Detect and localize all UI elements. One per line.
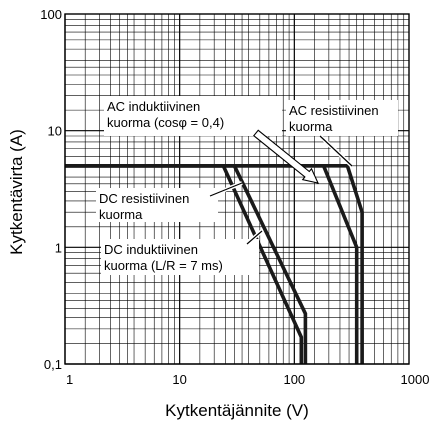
annotation-text: kuorma [99,207,143,222]
x-tick-label: 1000 [401,372,430,387]
annotation-leader [209,182,243,197]
annotation-text: DC resistiivinen [99,191,189,206]
plot-border [64,13,410,365]
series-line-4 [65,164,359,364]
y-tick-label: 10 [48,124,62,139]
x-tick-label: 1 [66,372,73,387]
annotation-leader [319,135,353,167]
x-tick-label: 10 [172,372,186,387]
annotation-text: AC induktiivinen [107,99,200,114]
annotation-text: DC induktiivinen [104,242,198,257]
x-axis-title: Kytkentäjännite (V) [165,401,309,420]
annotation-box [96,188,218,222]
annotation-box [104,96,282,136]
annotation-box [286,100,398,136]
tick-labels: 1 10 100 1000 0,1 1 10 100 [40,7,429,387]
annotation-text: kuorma [289,119,333,134]
x-tick-label: 100 [283,372,305,387]
annotation-text: kuorma (L/R = 7 ms) [104,258,223,273]
annotation-leader [246,230,263,245]
series-lines [65,164,364,364]
y-axis-title: Kytkentävirta (A) [7,129,26,255]
y-tick-label: 1 [55,240,62,255]
y-tick-label: 100 [40,7,62,22]
annotation-box [101,239,259,275]
annotation-text: AC resistiivinen [289,103,379,118]
plot-frame [64,13,410,365]
annotation-text: kuorma (cosφ = 0,4) [107,115,224,130]
y-tick-label: 0,1 [44,357,62,372]
annotation-arrow [253,129,319,184]
